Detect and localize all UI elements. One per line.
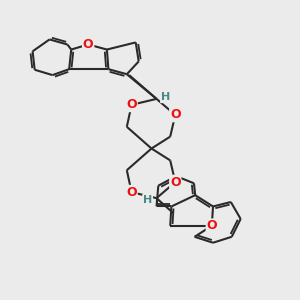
Text: O: O <box>170 176 181 189</box>
Text: O: O <box>206 219 217 232</box>
Text: H: H <box>143 195 152 205</box>
Text: O: O <box>170 108 181 122</box>
Text: O: O <box>83 38 94 51</box>
Text: O: O <box>126 186 137 199</box>
Text: H: H <box>161 92 170 102</box>
Text: O: O <box>126 98 137 111</box>
